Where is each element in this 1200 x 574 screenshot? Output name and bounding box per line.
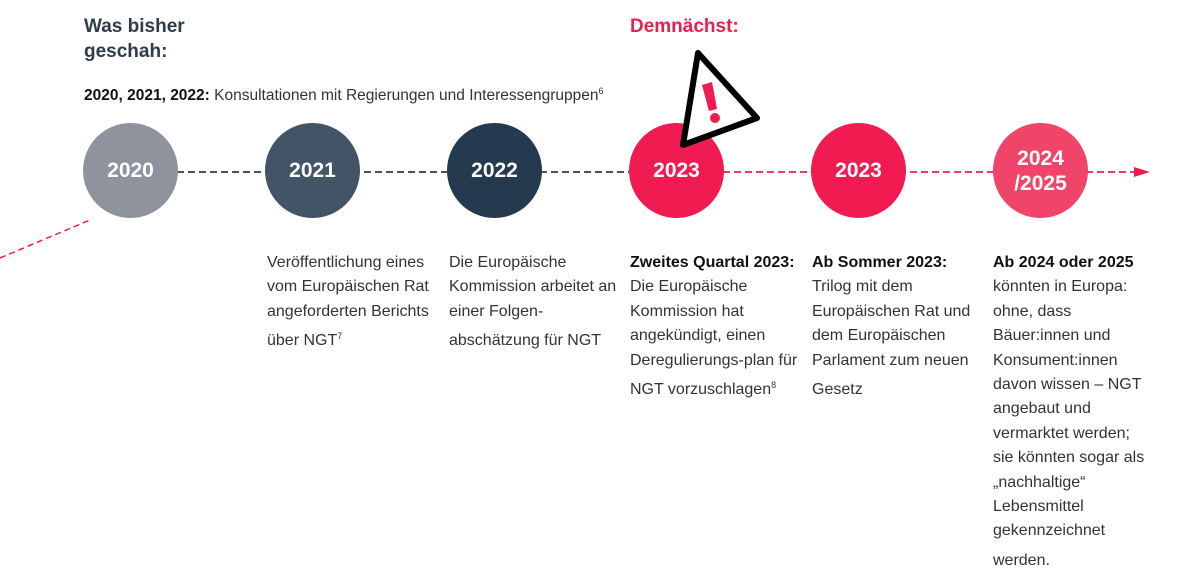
milestone-description-3: Zweites Quartal 2023: Die Europäische Ko… [630, 251, 805, 402]
milestone-date: Zweites Quartal 2023: [630, 254, 795, 271]
consultation-note: 2020, 2021, 2022: Konsultationen mit Reg… [84, 86, 604, 105]
milestone-year: 2022 [471, 159, 518, 182]
footnote: 7 [337, 331, 343, 342]
upcoming-heading: Demnächst: [630, 16, 739, 37]
arrow-head-icon [1134, 167, 1150, 177]
milestone-circle-1: 2021 [265, 123, 360, 218]
milestone-date: Ab Sommer 2023: [812, 254, 948, 271]
milestone-description-1: Veröffentlichung eines vom Europäischen … [267, 251, 442, 354]
milestone-year: 2021 [289, 159, 336, 182]
incoming-dashed-line [0, 219, 91, 259]
consultation-text: Konsultationen mit Regierungen und Inter… [209, 87, 599, 104]
footnote: 6 [598, 86, 604, 96]
milestone-circle-0: 2020 [83, 123, 178, 218]
milestone-text: könnten in Europa: ohne, dass Bäuer:inne… [993, 278, 1145, 569]
milestone-date: Ab 2024 oder 2025 [993, 254, 1134, 271]
milestone-text: Veröffentlichung eines vom Europäischen … [267, 254, 429, 350]
milestone-description-4: Ab Sommer 2023: Trilog mit dem Europäisc… [812, 251, 987, 402]
warning-triangle-icon [680, 50, 760, 148]
milestone-circle-5: 2024 /2025 [993, 123, 1088, 218]
footnote: 8 [771, 380, 777, 391]
milestone-circle-4: 2023 [811, 123, 906, 218]
consultation-years: 2020, 2021, 2022: [84, 87, 210, 104]
milestone-year: 2024 /2025 [1014, 146, 1067, 195]
past-heading: Was bisher geschah: [84, 16, 185, 62]
milestone-description-5: Ab 2024 oder 2025 könnten in Europa: ohn… [993, 251, 1153, 573]
milestone-circle-2: 2022 [447, 123, 542, 218]
milestone-text: Die Europäische Kommission arbeitet an e… [449, 254, 617, 350]
milestone-year: 2023 [653, 159, 700, 182]
milestone-text: Die Europäische Kommission hat angekündi… [630, 278, 798, 399]
milestone-text: Trilog mit dem Europäischen Rat und dem … [812, 278, 971, 399]
milestone-year: 2023 [835, 159, 882, 182]
milestone-description-2: Die Europäische Kommission arbeitet an e… [449, 251, 624, 354]
milestone-year: 2020 [107, 159, 154, 182]
